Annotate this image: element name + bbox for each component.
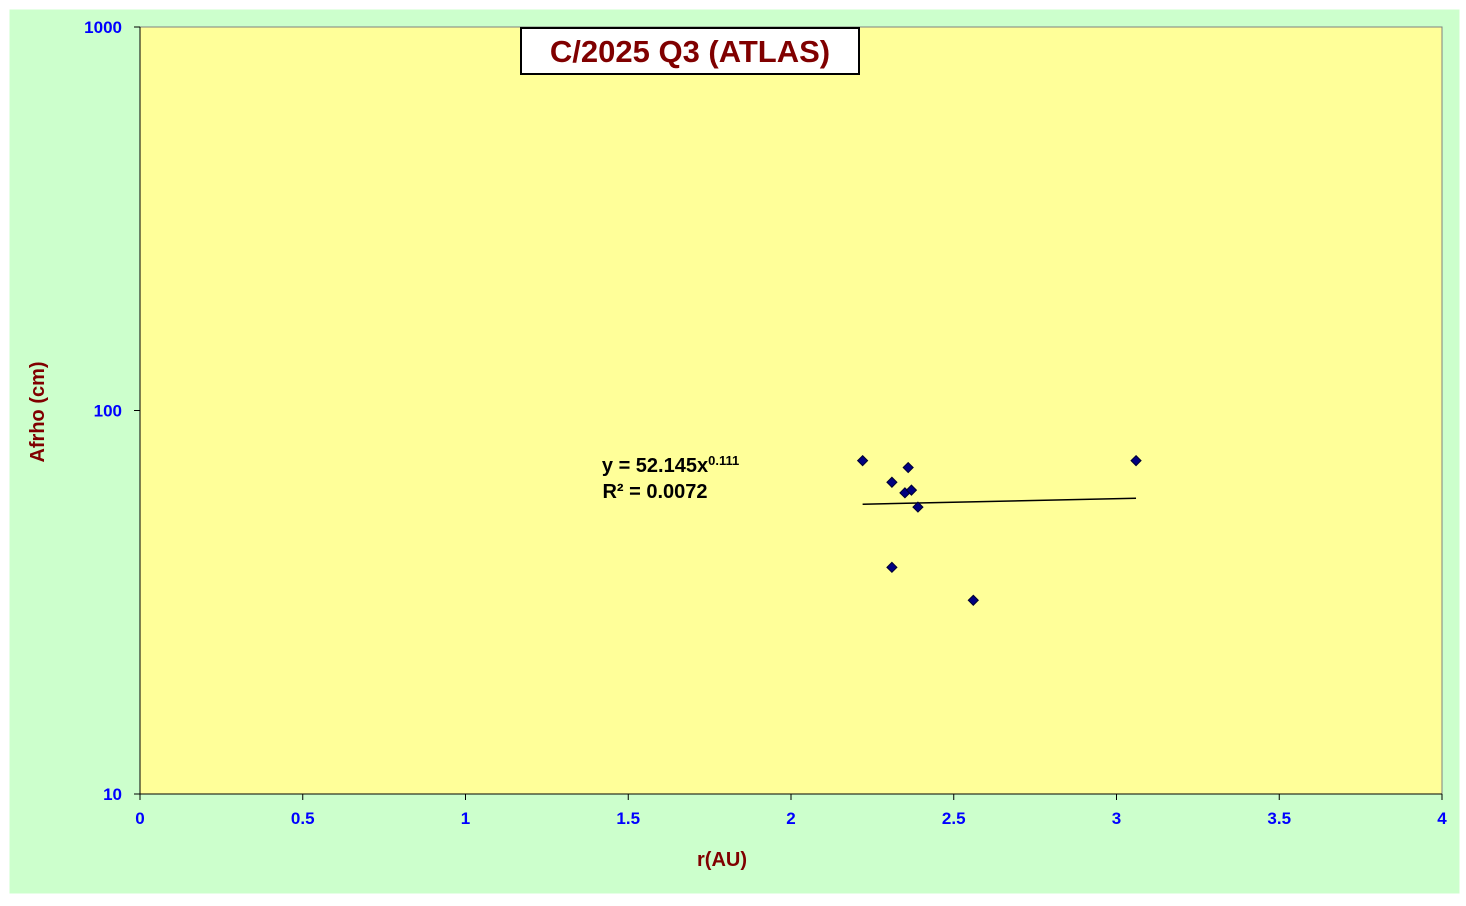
x-tick-label: 0 — [135, 809, 144, 828]
x-axis-title: r(AU) — [697, 849, 747, 871]
trend-equation: y = 52.145x — [602, 455, 708, 477]
y-tick-label: 1000 — [84, 18, 122, 37]
y-tick-label: 100 — [94, 402, 122, 421]
x-tick-label: 0.5 — [291, 809, 315, 828]
x-tick-label: 2 — [786, 809, 795, 828]
x-tick-label: 2.5 — [942, 809, 966, 828]
x-tick-label: 4 — [1437, 809, 1447, 828]
point — [886, 476, 898, 488]
point — [912, 501, 924, 513]
trendline — [862, 497, 1137, 505]
x-tick-label: 3 — [1112, 809, 1121, 828]
point — [1130, 454, 1142, 467]
x-tick-label: 1.5 — [616, 809, 640, 828]
trend-exponent: 0.111 — [708, 453, 739, 468]
point — [886, 561, 898, 574]
plot-area — [139, 26, 1443, 795]
x-tick-label: 3.5 — [1267, 809, 1291, 828]
x-tick-label: 1 — [461, 809, 470, 828]
point — [902, 461, 914, 474]
title-box — [520, 27, 860, 75]
y-tick-label: 10 — [103, 785, 122, 804]
point — [905, 484, 918, 496]
point — [856, 454, 869, 467]
point — [967, 594, 979, 606]
trend-r-squared: R² = 0.0072 — [602, 481, 707, 503]
y-axis-title: Afrho (cm) — [27, 361, 49, 462]
chart-title: C/2025 Q3 (ATLAS) — [550, 34, 830, 69]
